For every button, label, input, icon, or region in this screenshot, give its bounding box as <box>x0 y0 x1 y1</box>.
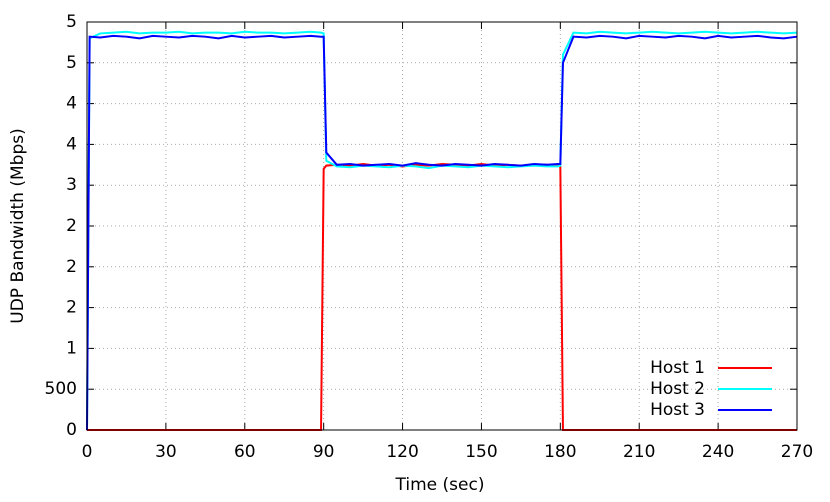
legend-label: Host 2 <box>650 379 705 399</box>
x-tick-label: 180 <box>544 442 576 462</box>
x-tick-label: 0 <box>82 442 93 462</box>
y-tick-label: 4 <box>66 94 77 114</box>
x-tick-label: 60 <box>234 442 256 462</box>
y-tick-label: 2 <box>66 257 77 277</box>
y-tick-label: 2 <box>66 298 77 318</box>
x-axis-label: Time (sec) <box>395 475 485 495</box>
x-tick-label: 30 <box>155 442 177 462</box>
legend-label: Host 3 <box>650 400 705 420</box>
plot-border <box>86 21 798 431</box>
y-tick-label: 500 <box>45 379 77 399</box>
x-tick-label: 120 <box>386 442 418 462</box>
series-line <box>86 34 798 431</box>
y-tick-label: 5 <box>66 53 77 73</box>
series-line <box>86 30 798 431</box>
y-axis-label: UDP Bandwidth (Mbps) <box>8 128 28 323</box>
x-tick-label: 210 <box>623 442 655 462</box>
y-tick-label: 3 <box>66 175 77 195</box>
x-tick-label: 90 <box>313 442 335 462</box>
legend-label: Host 1 <box>650 358 705 378</box>
y-tick-label: 1 <box>66 338 77 358</box>
y-tick-label: 2 <box>66 216 77 236</box>
y-tick-label: 0 <box>66 420 77 440</box>
y-tick-label: 4 <box>66 134 77 154</box>
x-tick-label: 240 <box>702 442 734 462</box>
x-tick-label: 270 <box>781 442 813 462</box>
x-tick-label: 150 <box>465 442 497 462</box>
y-tick-label: 5 <box>66 12 77 32</box>
